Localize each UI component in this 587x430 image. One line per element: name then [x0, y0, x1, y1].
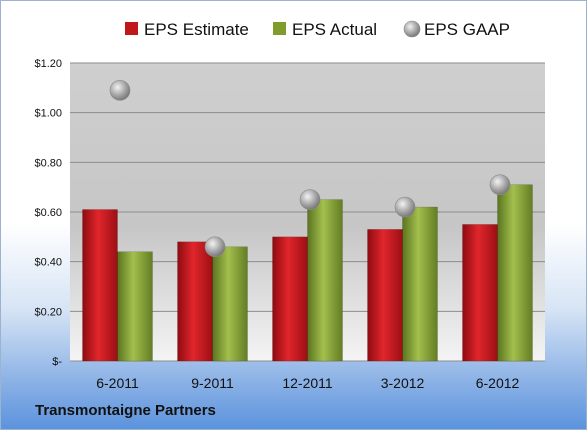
eps-actual-bar — [307, 199, 343, 362]
eps-estimate-bar — [82, 209, 118, 362]
eps-actual-bar — [402, 206, 438, 362]
company-name: Transmontaigne Partners — [35, 402, 216, 419]
y-tick-label: $1.20 — [34, 58, 62, 70]
gaap-marker — [489, 174, 511, 195]
eps-actual-bar — [497, 184, 533, 362]
x-axis-ticks: 6-2011 9-2011 12-2011 3-2012 6-2012 — [96, 375, 519, 391]
y-tick-label: $0.40 — [34, 257, 62, 269]
eps-actual-bar — [212, 246, 248, 362]
y-tick-label: $0.20 — [34, 306, 62, 318]
legend-label: EPS Estimate — [144, 20, 249, 39]
eps-estimate-bar — [177, 241, 213, 362]
y-axis-ticks: $- $0.20 $0.40 $0.60 $0.80 $1.00 $1.20 — [34, 58, 62, 368]
x-tick-label: 12-2011 — [282, 375, 333, 391]
gaap-marker — [204, 236, 226, 258]
legend-label: EPS Actual — [292, 20, 377, 39]
y-tick-label: $0.80 — [34, 157, 62, 169]
eps-estimate-bar — [367, 229, 403, 362]
x-tick-label: 9-2011 — [191, 375, 234, 391]
legend-label: EPS GAAP — [424, 20, 510, 39]
x-tick-label: 3-2012 — [381, 375, 425, 391]
bars — [82, 184, 533, 362]
gaap-markers — [109, 80, 511, 258]
legend: EPS Estimate EPS Actual EPS GAAP — [125, 20, 510, 39]
x-tick-label: 6-2012 — [476, 375, 520, 391]
y-tick-label: $1.00 — [34, 108, 62, 120]
y-tick-label: $- — [52, 356, 62, 368]
legend-swatch — [125, 22, 138, 35]
x-tick-label: 6-2011 — [96, 375, 139, 391]
gaap-marker — [109, 80, 131, 101]
legend-swatch — [403, 20, 421, 38]
eps-estimate-bar — [462, 224, 498, 362]
y-tick-label: $0.60 — [34, 207, 62, 219]
gaap-marker — [299, 189, 321, 210]
gaap-marker — [394, 196, 416, 218]
eps-estimate-bar — [272, 236, 308, 362]
legend-swatch — [273, 22, 286, 35]
eps-actual-bar — [117, 251, 153, 362]
